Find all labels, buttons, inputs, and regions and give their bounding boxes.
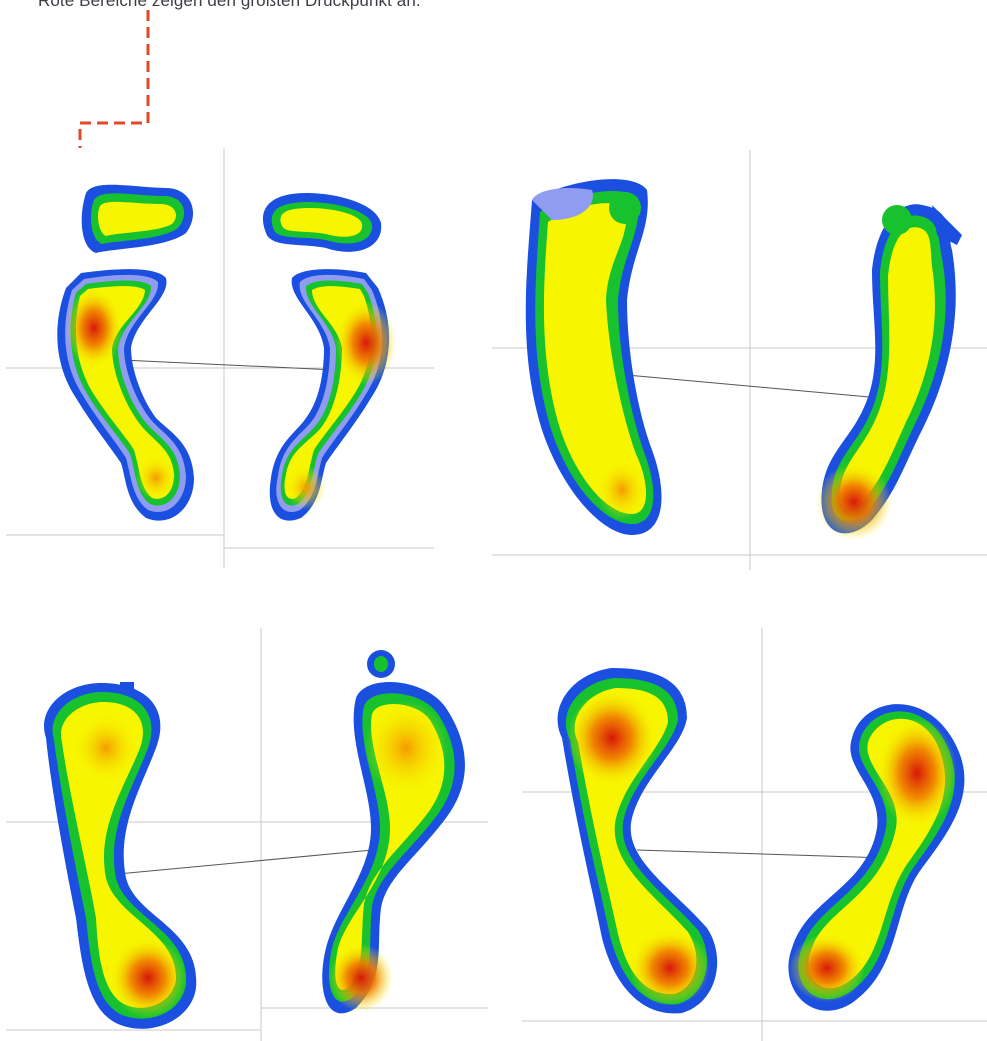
pressure-panel-top-right — [492, 150, 987, 570]
left-foot — [44, 683, 197, 1029]
figure-caption: Rote Bereiche zeigen den größten Druckpu… — [38, 0, 421, 10]
pressure-panel-top-left — [6, 148, 434, 568]
right-foot — [322, 650, 465, 1014]
right-foot — [788, 704, 965, 1011]
right-foot — [816, 204, 962, 540]
pressure-panel-bottom-left — [6, 628, 488, 1041]
right-foot — [262, 193, 396, 521]
caption-leader-line — [78, 10, 150, 335]
left-foot — [57, 184, 194, 521]
pressure-panel-bottom-right — [522, 628, 987, 1041]
left-foot — [557, 668, 718, 1014]
left-foot — [525, 179, 662, 535]
